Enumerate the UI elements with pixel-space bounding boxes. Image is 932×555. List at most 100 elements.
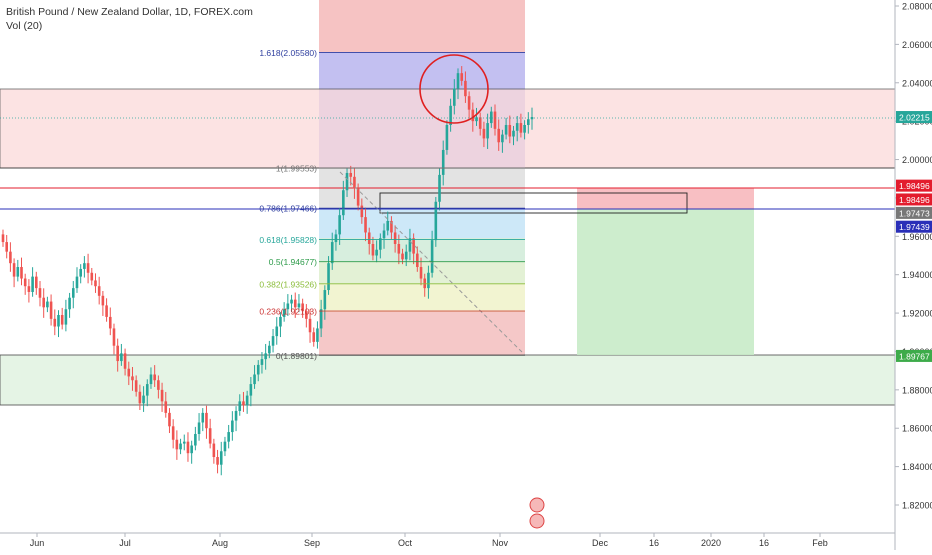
candle-body[interactable] bbox=[441, 149, 445, 175]
candle-body[interactable] bbox=[219, 451, 223, 465]
candle-body[interactable] bbox=[460, 73, 464, 81]
candle-body[interactable] bbox=[490, 111, 493, 124]
candle-body[interactable] bbox=[46, 301, 49, 308]
candle-body[interactable] bbox=[175, 439, 179, 450]
candle-body[interactable] bbox=[245, 395, 249, 406]
candle-body[interactable] bbox=[427, 272, 430, 289]
candle-body[interactable] bbox=[360, 205, 364, 218]
fib-zone-382-to-236[interactable] bbox=[319, 284, 525, 312]
candle-body[interactable] bbox=[179, 443, 182, 450]
candle-body[interactable] bbox=[127, 368, 131, 377]
candle-body[interactable] bbox=[279, 316, 282, 327]
candle-body[interactable] bbox=[423, 278, 427, 289]
candle-body[interactable] bbox=[264, 353, 267, 360]
candle-body[interactable] bbox=[38, 288, 42, 298]
candle-body[interactable] bbox=[149, 374, 153, 385]
candle-body[interactable] bbox=[5, 242, 8, 252]
candle-body[interactable] bbox=[123, 353, 127, 369]
candle-body[interactable] bbox=[486, 123, 489, 139]
candle-body[interactable] bbox=[464, 80, 467, 97]
candle-body[interactable] bbox=[186, 441, 190, 454]
candle-body[interactable] bbox=[297, 303, 301, 308]
candle-body[interactable] bbox=[105, 305, 108, 317]
candle-body[interactable] bbox=[57, 314, 60, 327]
candle-body[interactable] bbox=[275, 326, 279, 337]
candle-body[interactable] bbox=[75, 276, 79, 289]
candle-body[interactable] bbox=[16, 267, 20, 277]
candle-body[interactable] bbox=[393, 232, 397, 244]
candle-body[interactable] bbox=[216, 457, 219, 465]
candle-body[interactable] bbox=[79, 268, 82, 277]
candle-body[interactable] bbox=[116, 345, 119, 362]
candle-body[interactable] bbox=[493, 111, 497, 129]
fib-zone-618-to-500[interactable] bbox=[319, 238, 525, 262]
symbol-title[interactable]: British Pound / New Zealand Dollar, 1D, … bbox=[6, 6, 253, 18]
dividends-flag-icon[interactable] bbox=[529, 513, 545, 529]
fib-diagonal-trendline[interactable] bbox=[339, 171, 526, 356]
candle-body[interactable] bbox=[68, 297, 71, 310]
candle-body[interactable] bbox=[223, 441, 227, 452]
candle-body[interactable] bbox=[168, 412, 171, 427]
highlight-circle[interactable] bbox=[419, 54, 489, 124]
candle-body[interactable] bbox=[90, 272, 94, 281]
candle-body[interactable] bbox=[353, 176, 356, 189]
candle-body[interactable] bbox=[160, 389, 164, 402]
candle-body[interactable] bbox=[438, 174, 441, 202]
candle-body[interactable] bbox=[231, 420, 234, 433]
candle-body[interactable] bbox=[497, 128, 501, 143]
candle-body[interactable] bbox=[475, 117, 478, 122]
fib-zone-236-to-0[interactable] bbox=[319, 312, 525, 355]
candle-body[interactable] bbox=[256, 364, 260, 375]
candle-body[interactable] bbox=[390, 220, 393, 233]
candle-body[interactable] bbox=[342, 190, 345, 216]
candle-body[interactable] bbox=[445, 124, 449, 150]
candle-body[interactable] bbox=[212, 443, 216, 458]
candle-body[interactable] bbox=[434, 201, 438, 241]
candle-body[interactable] bbox=[1, 234, 5, 243]
candle-body[interactable] bbox=[319, 309, 323, 329]
candle-body[interactable] bbox=[238, 401, 242, 411]
fib-zone-786-to-618[interactable] bbox=[319, 208, 525, 238]
candle-body[interactable] bbox=[286, 303, 290, 310]
candle-body[interactable] bbox=[401, 253, 404, 260]
candle-body[interactable] bbox=[345, 172, 349, 191]
candle-body[interactable] bbox=[519, 123, 523, 133]
candle-body[interactable] bbox=[134, 380, 138, 392]
candle-body[interactable] bbox=[338, 215, 341, 235]
candle-body[interactable] bbox=[201, 412, 205, 423]
stop-loss-zone[interactable] bbox=[577, 188, 754, 209]
candle-body[interactable] bbox=[190, 445, 193, 454]
candle-body[interactable] bbox=[467, 96, 471, 110]
candle-body[interactable] bbox=[504, 124, 508, 135]
entry-box[interactable] bbox=[379, 192, 688, 214]
candle-body[interactable] bbox=[94, 280, 97, 287]
candle-body[interactable] bbox=[375, 249, 378, 256]
candle-body[interactable] bbox=[71, 288, 75, 298]
candle-body[interactable] bbox=[138, 391, 142, 404]
candle-body[interactable] bbox=[290, 299, 293, 304]
candle-body[interactable] bbox=[386, 220, 390, 231]
candle-body[interactable] bbox=[120, 353, 123, 362]
candle-body[interactable] bbox=[268, 345, 271, 354]
candle-body[interactable] bbox=[471, 109, 475, 122]
candle-body[interactable] bbox=[397, 243, 401, 254]
candle-body[interactable] bbox=[86, 263, 90, 273]
candle-body[interactable] bbox=[371, 243, 375, 256]
candle-body[interactable] bbox=[242, 401, 245, 406]
candle-body[interactable] bbox=[260, 359, 264, 365]
candle-body[interactable] bbox=[131, 376, 134, 381]
candle-body[interactable] bbox=[83, 263, 86, 269]
candle-body[interactable] bbox=[482, 128, 486, 139]
candle-body[interactable] bbox=[282, 309, 286, 317]
candle-body[interactable] bbox=[27, 286, 31, 292]
candle-body[interactable] bbox=[523, 124, 526, 133]
candle-body[interactable] bbox=[379, 238, 382, 250]
candle-body[interactable] bbox=[112, 328, 116, 346]
candle-body[interactable] bbox=[323, 290, 327, 310]
candle-body[interactable] bbox=[171, 426, 175, 440]
candle-body[interactable] bbox=[271, 336, 275, 346]
earnings-flag-icon[interactable] bbox=[529, 497, 545, 513]
candle-body[interactable] bbox=[194, 433, 197, 446]
candle-body[interactable] bbox=[367, 232, 371, 244]
